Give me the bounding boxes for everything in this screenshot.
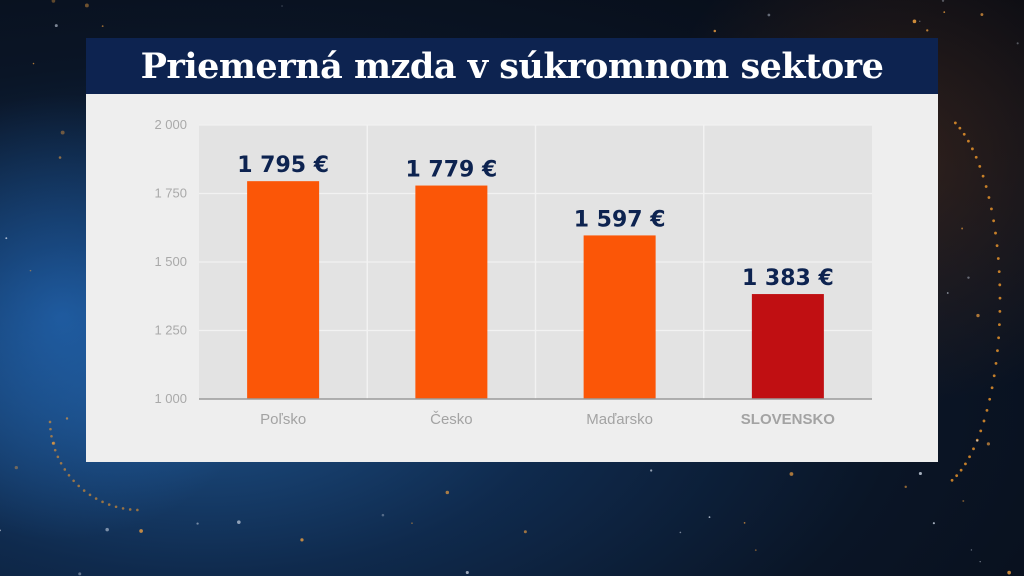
bar [247, 181, 320, 399]
bar-chart: 1 000 1 250 1 500 1 750 2 000 1 795 € Poľsko 1 … [154, 117, 872, 428]
chart-title: Priemerná mzda v súkromnom sektore [140, 45, 884, 87]
x-tick-label: SLOVENSKO [741, 411, 836, 428]
bar-value-label: 1 383 € [742, 266, 834, 291]
bar [751, 294, 824, 399]
y-tick-label: 1 750 [154, 186, 187, 201]
x-tick-label: Poľsko [260, 411, 306, 428]
bar [415, 185, 488, 399]
y-tick-label: 1 000 [154, 391, 187, 406]
bar-value-label: 1 779 € [405, 158, 497, 183]
bar [583, 235, 656, 399]
bar-value-label: 1 795 € [237, 153, 329, 178]
y-tick-label: 2 000 [154, 117, 187, 132]
y-tick-label: 1 500 [154, 254, 187, 269]
title-bar: Priemerná mzda v súkromnom sektore [86, 38, 938, 94]
y-tick-label: 1 250 [154, 323, 187, 338]
x-tick-label: Maďarsko [586, 411, 653, 428]
chart-panel: 1 000 1 250 1 500 1 750 2 000 1 795 € Poľsko 1 … [86, 94, 938, 462]
bar-value-label: 1 597 € [574, 207, 666, 232]
x-tick-label: Česko [430, 411, 473, 428]
